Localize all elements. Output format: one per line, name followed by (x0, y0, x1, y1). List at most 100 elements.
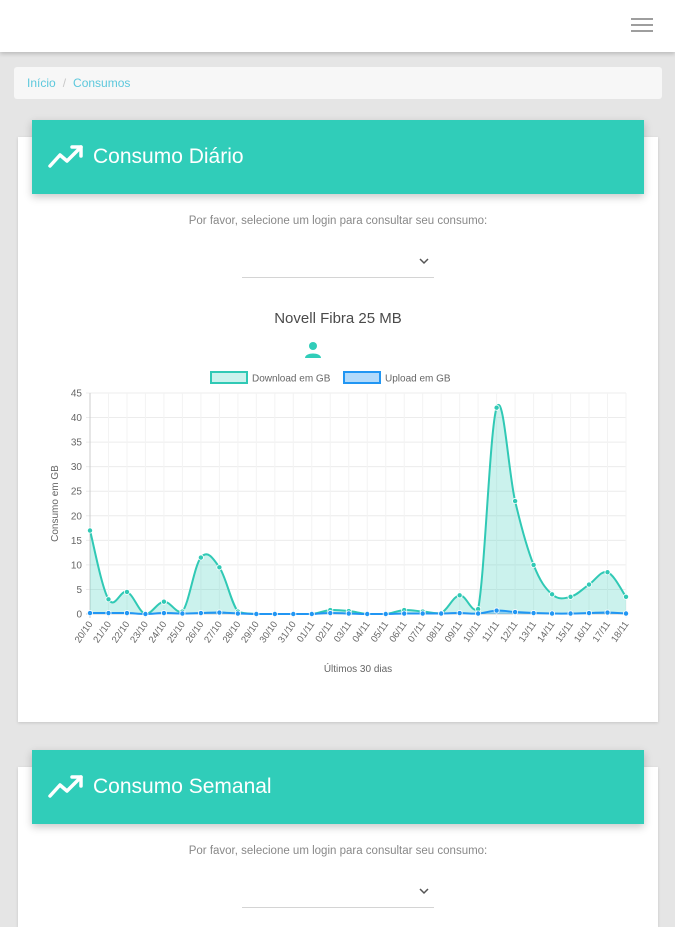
trending-up-icon (48, 775, 83, 798)
upload-data-point (271, 610, 278, 617)
x-tick-label: 31/10 (276, 619, 299, 645)
weekly-login-select[interactable] (242, 879, 434, 908)
upload-data-point (475, 610, 482, 617)
upload-data-point (419, 610, 426, 617)
breadcrumb-separator: / (62, 76, 67, 90)
upload-data-point (345, 610, 352, 617)
upload-data-point (623, 610, 630, 617)
y-tick-label: 10 (71, 560, 83, 571)
upload-data-point (438, 610, 445, 617)
x-tick-label: 12/11 (498, 619, 520, 644)
x-tick-label: 01/11 (295, 619, 317, 644)
upload-data-point (493, 607, 500, 614)
x-tick-label: 17/11 (591, 619, 613, 644)
download-data-point (87, 527, 94, 534)
x-tick-label: 26/10 (184, 619, 207, 645)
upload-data-point (216, 609, 223, 616)
upload-data-point (308, 610, 315, 617)
upload-data-point (87, 610, 94, 617)
x-tick-label: 28/10 (221, 619, 244, 645)
weekly-consumption-card: Consumo Semanal Por favor, selecione um … (18, 750, 658, 927)
x-tick-label: 06/11 (387, 619, 409, 644)
x-tick-label: 21/10 (91, 619, 114, 645)
x-tick-label: 23/10 (128, 619, 151, 645)
download-legend-swatch (210, 371, 248, 384)
upload-data-point (586, 610, 593, 617)
x-tick-label: 14/11 (535, 619, 557, 644)
x-tick-label: 15/11 (554, 619, 576, 644)
y-tick-label: 5 (76, 585, 82, 596)
y-tick-label: 30 (71, 462, 83, 473)
breadcrumb: Início / Consumos (14, 67, 662, 99)
download-data-point (105, 596, 112, 603)
user-icon (305, 342, 321, 358)
x-tick-label: 07/11 (406, 619, 428, 644)
hamburger-menu-icon[interactable] (631, 18, 653, 34)
upload-data-point (290, 610, 297, 617)
upload-data-point (327, 610, 334, 617)
daily-consumption-card: Consumo Diário Por favor, selecione um l… (18, 120, 658, 722)
upload-data-point (234, 610, 241, 617)
x-tick-label: 24/10 (147, 619, 170, 645)
daily-login-prompt: Por favor, selecione um login para consu… (188, 215, 488, 227)
breadcrumb-current-link[interactable]: Consumos (73, 76, 131, 90)
upload-data-point (401, 610, 408, 617)
download-data-point (197, 554, 204, 561)
y-tick-label: 40 (71, 413, 83, 424)
weekly-card-title: Consumo Semanal (93, 775, 272, 798)
daily-card-header: Consumo Diário (32, 120, 644, 194)
x-tick-label: 10/11 (461, 619, 483, 644)
daily-card-title: Consumo Diário (93, 145, 244, 168)
breadcrumb-home-link[interactable]: Início (27, 76, 56, 90)
upload-data-point (253, 610, 260, 617)
x-tick-label: 08/11 (424, 619, 446, 644)
upload-data-point (123, 610, 130, 617)
top-app-bar (0, 0, 675, 52)
trending-up-icon (48, 145, 83, 168)
x-tick-label: 25/10 (165, 619, 188, 645)
upload-data-point (364, 610, 371, 617)
download-data-point (549, 591, 556, 598)
download-data-point (493, 404, 500, 411)
upload-data-point (105, 610, 112, 617)
y-tick-label: 0 (76, 610, 82, 621)
download-data-point (456, 592, 463, 599)
upload-data-point (604, 609, 611, 616)
download-data-point (567, 593, 574, 600)
upload-data-point (197, 610, 204, 617)
x-tick-label: 22/10 (110, 619, 133, 645)
upload-data-point (382, 610, 389, 617)
upload-data-point (142, 610, 149, 617)
x-tick-label: 13/11 (517, 619, 539, 644)
x-tick-label: 03/11 (332, 619, 354, 644)
upload-data-point (160, 610, 167, 617)
chevron-down-icon (419, 888, 429, 895)
upload-data-point (512, 609, 519, 616)
x-tick-label: 02/11 (313, 619, 335, 644)
daily-consumption-chart: 0 5 10 15 20 25 30 35 40 45 Consumo em GB Últimos 3… (50, 371, 631, 675)
x-tick-label: 30/10 (258, 619, 281, 645)
upload-data-point (549, 610, 556, 617)
x-tick-label: 20/10 (73, 619, 96, 645)
download-data-point (123, 588, 130, 595)
upload-legend-swatch (343, 371, 381, 384)
y-tick-label: 20 (71, 511, 83, 522)
upload-data-point (530, 610, 537, 617)
daily-login-select[interactable] (242, 249, 434, 278)
y-tick-label: 35 (71, 438, 83, 449)
download-data-point (512, 498, 519, 505)
download-data-point (604, 569, 611, 576)
x-tick-label: 09/11 (443, 619, 465, 644)
x-tick-label: 16/11 (572, 619, 594, 644)
download-data-point (160, 598, 167, 605)
x-tick-label: 11/11 (480, 619, 502, 644)
download-area (90, 404, 626, 614)
download-data-point (530, 561, 537, 568)
x-tick-label: 27/10 (202, 619, 225, 645)
download-data-point (216, 564, 223, 571)
chevron-down-icon (419, 258, 429, 265)
x-axis-title: Últimos 30 dias (324, 662, 392, 675)
x-tick-label: 05/11 (369, 619, 391, 644)
x-tick-label: 04/11 (350, 619, 372, 644)
download-data-point (623, 593, 630, 600)
